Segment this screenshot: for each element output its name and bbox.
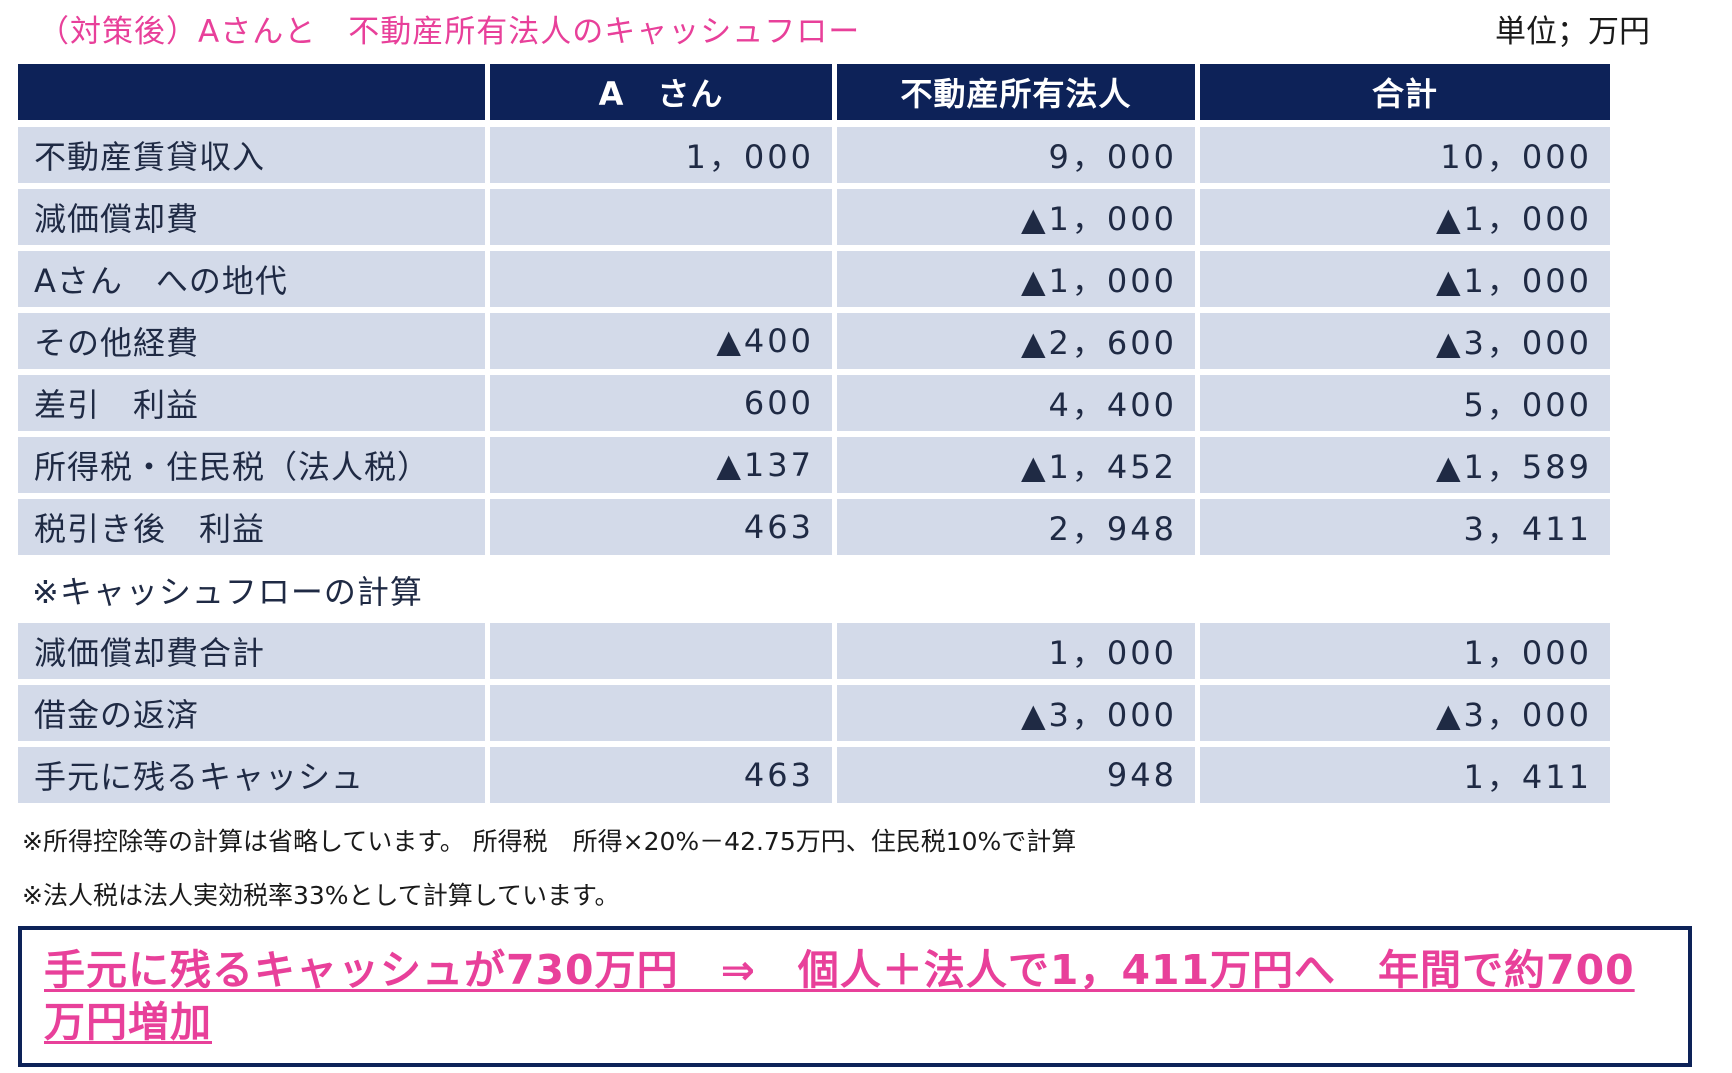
cell-a-san: ▲400 [490,313,832,369]
cell-a-san: 463 [490,499,832,555]
row-label: 借金の返済 [18,685,485,741]
header-a-san: A さん [490,64,832,120]
row-label: Aさん への地代 [18,251,485,307]
cell-corporation: 2，948 [837,499,1195,555]
cell-total: 5，000 [1200,375,1610,431]
cell-total: 1，411 [1200,747,1610,803]
cell-total: ▲1，000 [1200,251,1610,307]
cell-a-san: 463 [490,747,832,803]
row-label: 不動産賃貸収入 [18,127,485,183]
header-blank [18,64,485,120]
cell-total: ▲1，589 [1200,437,1610,493]
cell-a-san: ▲137 [490,437,832,493]
row-label: その他経費 [18,313,485,369]
footnote-tax-calc: ※所得控除等の計算は省略しています。 所得税 所得×20%－42.75万円、住民… [22,827,1077,856]
header-total: 合計 [1200,64,1610,120]
cell-total: 1，000 [1200,623,1610,679]
row-label: 税引き後 利益 [18,499,485,555]
cell-corporation: ▲1，452 [837,437,1195,493]
row-label: 差引 利益 [18,375,485,431]
section-label-cashflow: ※キャッシュフローの計算 [32,573,423,611]
cell-a-san [490,251,832,307]
summary-callout-text: 手元に残るキャッシュが730万円 ⇒ 個人＋法人で1，411万円へ 年間で約70… [44,946,1635,1046]
cell-total: ▲3，000 [1200,313,1610,369]
summary-callout-box: 手元に残るキャッシュが730万円 ⇒ 個人＋法人で1，411万円へ 年間で約70… [18,926,1692,1067]
footnote-corp-tax: ※法人税は法人実効税率33%として計算しています。 [22,881,620,910]
cell-a-san [490,685,832,741]
cell-total: ▲1，000 [1200,189,1610,245]
cell-total: ▲3，000 [1200,685,1610,741]
cell-a-san: 600 [490,375,832,431]
cell-total: 3，411 [1200,499,1610,555]
row-label: 減価償却費合計 [18,623,485,679]
cell-a-san [490,623,832,679]
header-corporation: 不動産所有法人 [837,64,1195,120]
page-title: （対策後）Aさんと 不動産所有法人のキャッシュフロー [38,14,861,50]
cell-corporation: ▲2，600 [837,313,1195,369]
row-label: 減価償却費 [18,189,485,245]
cell-corporation: 948 [837,747,1195,803]
cashflow-table: A さん 不動産所有法人 合計 不動産賃貸収入 1，000 9，000 10，0… [18,64,1610,809]
cell-corporation: 9，000 [837,127,1195,183]
cell-corporation: ▲3，000 [837,685,1195,741]
cell-corporation: ▲1，000 [837,251,1195,307]
cell-a-san: 1，000 [490,127,832,183]
unit-label: 単位；万円 [1495,14,1650,50]
row-label: 所得税・住民税（法人税） [18,437,485,493]
cell-corporation: 1，000 [837,623,1195,679]
cell-total: 10，000 [1200,127,1610,183]
cell-a-san [490,189,832,245]
row-label: 手元に残るキャッシュ [18,747,485,803]
cell-corporation: ▲1，000 [837,189,1195,245]
cell-corporation: 4，400 [837,375,1195,431]
